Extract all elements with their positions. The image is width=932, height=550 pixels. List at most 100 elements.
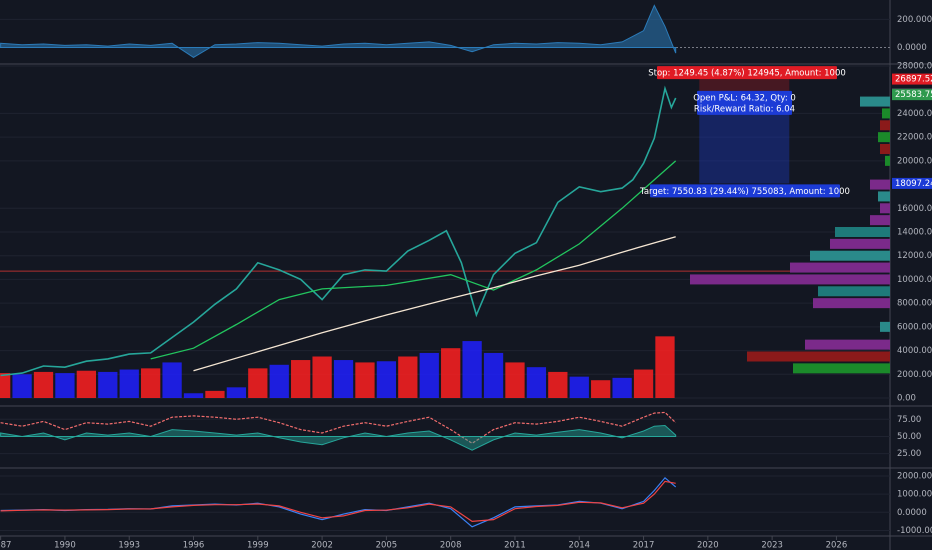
price-label: 26897.52	[895, 75, 932, 85]
y-tick-label: 75.00	[897, 415, 921, 425]
volume-profile-bar	[870, 179, 890, 190]
volume-bar	[505, 362, 525, 398]
y-tick-label: 0.0000	[897, 43, 927, 53]
volume-bar	[441, 348, 461, 398]
x-tick-label: 2005	[376, 541, 398, 550]
volume-profile-bar	[805, 339, 890, 350]
x-tick-label: 1993	[118, 541, 140, 550]
volume-profile-bar	[880, 144, 890, 154]
price-label-box	[892, 73, 932, 85]
volume-bar	[569, 376, 589, 398]
annotation-text: Open P&L: 64.32, Qty: 0	[693, 93, 796, 103]
volume-bar	[591, 380, 611, 398]
y-tick-label: 0.00	[897, 394, 916, 404]
volume-bar	[12, 374, 32, 398]
volume-bar	[548, 371, 568, 398]
volume-bar	[355, 362, 375, 398]
x-tick-label: 2026	[826, 541, 848, 550]
volume-bar	[333, 360, 354, 398]
x-tick-label: 2002	[311, 541, 333, 550]
y-tick-label: 24000.00	[897, 109, 932, 119]
price-line	[0, 85, 677, 377]
volume-bar	[398, 356, 418, 398]
volume-bar	[226, 387, 247, 398]
annotation-box	[650, 184, 840, 198]
oscillator-area	[0, 424, 677, 451]
price-line	[193, 236, 676, 372]
volume-profile-bar	[880, 203, 890, 214]
x-tick-label: 2023	[761, 541, 783, 550]
volume-bar	[633, 369, 654, 398]
volume-bar	[162, 362, 182, 398]
volume-bar	[526, 367, 547, 398]
volume-profile-bar	[790, 262, 890, 273]
volume-profile-bar	[880, 120, 890, 131]
y-tick-label: 14000.00	[897, 228, 932, 238]
volume-bar	[183, 393, 204, 398]
volume-profile-bar	[818, 286, 890, 297]
y-tick-label: 8000.00	[897, 299, 932, 309]
y-tick-label: 2000.0000	[897, 471, 932, 481]
y-tick-label: 200.0000	[897, 15, 932, 25]
y-tick-label: 20000.00	[897, 156, 932, 166]
volume-profile-bar	[810, 250, 890, 261]
volume-profile-bar	[747, 351, 890, 362]
oscillator-line	[0, 480, 676, 523]
area	[0, 4, 677, 58]
y-tick-label: 0.0000	[897, 508, 927, 518]
y-tick-label: 1000.0000	[897, 490, 932, 500]
volume-bar	[612, 377, 632, 398]
y-tick-label: 2000.00	[897, 370, 932, 380]
volume-bar	[655, 336, 675, 398]
x-tick-label: 1990	[54, 541, 76, 550]
y-tick-label: 22000.00	[897, 133, 932, 143]
volume-profile-bar	[870, 215, 890, 226]
stop-zone	[699, 79, 790, 94]
volume-profile-bar	[830, 238, 890, 249]
volume-bar	[33, 371, 54, 398]
volume-profile-bar	[690, 274, 890, 285]
volume-bar	[376, 361, 397, 398]
volume-bar	[0, 373, 11, 398]
volume-profile-bar	[835, 227, 890, 237]
price-label-box	[892, 89, 932, 101]
x-tick-label: 2011	[504, 541, 526, 550]
y-tick-label: 50.00	[897, 432, 921, 442]
y-tick-label: 16000.00	[897, 204, 932, 214]
price-line	[150, 160, 677, 360]
y-tick-label: 25.00	[897, 449, 921, 459]
volume-bar	[248, 368, 268, 398]
price-label: 18097.24	[895, 179, 932, 189]
x-tick-label: 1987	[0, 541, 11, 550]
volume-profile-bar	[878, 132, 890, 143]
volume-bar	[269, 364, 289, 398]
volume-bar	[291, 360, 311, 398]
x-tick-label: 1999	[247, 541, 269, 550]
annotation-text: Risk/Reward Ratio: 6.04	[694, 104, 795, 114]
volume-bar	[205, 390, 225, 398]
y-tick-label: 10000.00	[897, 275, 932, 285]
annotation-text: Target: 7550.83 (29.44%) 755083, Amount:…	[639, 187, 850, 197]
y-tick-label: -1000.0000	[897, 526, 932, 536]
volume-profile-bar	[813, 298, 890, 309]
volume-profile-bar	[880, 321, 890, 332]
volume-profile-bar	[878, 191, 890, 202]
price-label: 25583.75	[895, 90, 932, 100]
volume-bar	[462, 341, 482, 398]
y-tick-label: 6000.00	[897, 322, 932, 332]
x-tick-label: 2014	[568, 541, 590, 550]
volume-bar	[312, 356, 332, 398]
volume-profile-bar	[882, 108, 890, 119]
annotation-box	[657, 66, 837, 80]
y-tick-label: 4000.00	[897, 346, 932, 356]
annotation-box	[697, 90, 792, 115]
volume-bar	[119, 369, 139, 398]
y-tick-label: 12000.00	[897, 251, 932, 261]
annotation-text: Stop: 1249.45 (4.87%) 124945, Amount: 10…	[648, 69, 846, 79]
volume-profile-bar	[793, 363, 890, 374]
volume-bar	[76, 370, 97, 398]
x-tick-label: 1996	[183, 541, 205, 550]
volume-bar	[483, 352, 504, 398]
oscillator-line	[0, 411, 677, 445]
